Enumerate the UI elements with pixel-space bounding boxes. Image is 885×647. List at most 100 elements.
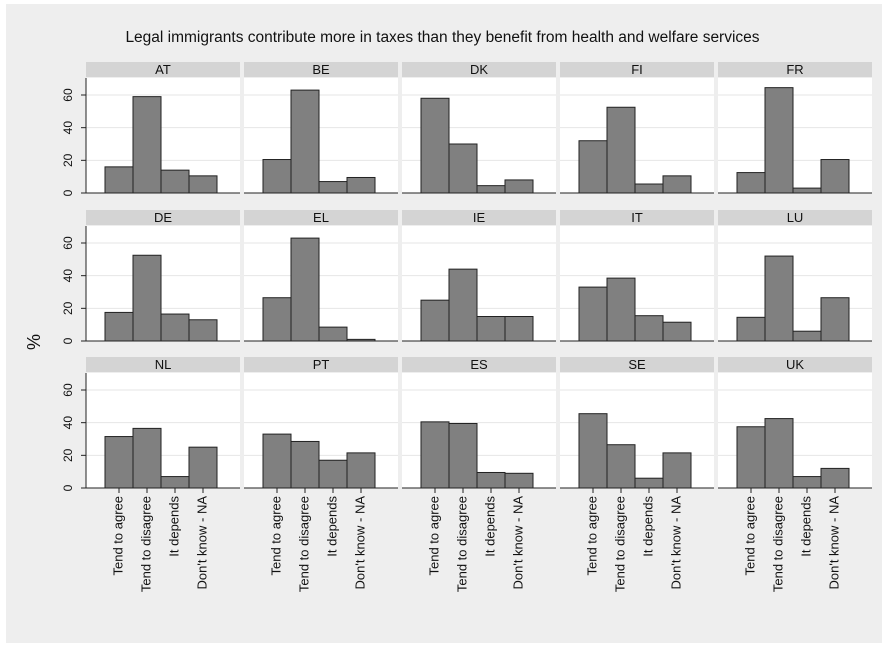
bar-LU-3: [820, 297, 850, 342]
panel-header-NL: [86, 357, 240, 372]
panel-label-SE: SE: [628, 357, 646, 372]
y-tick-label: 60: [61, 236, 75, 250]
bar-FI-1: [606, 106, 636, 194]
bar-NL-2: [160, 476, 190, 489]
panel-label-DK: DK: [470, 62, 488, 77]
bar-FI-0: [578, 140, 608, 194]
panel-header-SE: [560, 357, 714, 372]
bar-DK-0: [420, 97, 450, 194]
panel-header-BE: [244, 62, 398, 77]
panel-header-DE: [86, 210, 240, 225]
x-tick-label: Tend to agree: [110, 496, 125, 576]
x-tick-label: Tend to disagree: [296, 496, 311, 592]
x-tick-label: Tend to agree: [426, 496, 441, 576]
panel-label-FI: FI: [631, 62, 643, 77]
x-tick-label: It depends: [324, 496, 339, 557]
bar-IE-1: [448, 268, 478, 342]
panel-label-NL: NL: [155, 357, 172, 372]
bar-EL-1: [290, 237, 320, 342]
panel-header-DK: [402, 62, 556, 77]
y-tick-label: 40: [61, 121, 75, 135]
bar-UK-0: [736, 426, 766, 489]
x-tick-label: Don't know - NA: [826, 496, 841, 590]
bar-FR-3: [820, 159, 850, 194]
bar-DE-0: [104, 311, 134, 342]
x-tick-label: Tend to disagree: [770, 496, 785, 592]
bar-IT-3: [662, 321, 692, 342]
bar-UK-3: [820, 467, 850, 489]
bar-PT-1: [290, 440, 320, 489]
y-tick-label: 20: [61, 153, 75, 167]
x-tick-label: Tend to agree: [742, 496, 757, 576]
x-tick-label: Don't know - NA: [510, 496, 525, 590]
y-tick-label: 0: [61, 484, 75, 491]
bar-NL-1: [132, 427, 162, 489]
x-tick-label: Don't know - NA: [352, 496, 367, 590]
bar-AT-1: [132, 96, 162, 194]
x-tick-label: Tend to disagree: [454, 496, 469, 592]
bar-BE-0: [262, 159, 292, 194]
panel-header-FR: [718, 62, 872, 77]
bar-DE-1: [132, 254, 162, 342]
panel-label-BE: BE: [312, 62, 330, 77]
panel-header-IE: [402, 210, 556, 225]
bar-DE-3: [188, 319, 218, 342]
bar-AT-0: [104, 166, 134, 194]
bar-EL-0: [262, 297, 292, 342]
bar-IT-0: [578, 286, 608, 342]
bar-FR-0: [736, 172, 766, 194]
panel-label-AT: AT: [155, 62, 171, 77]
panel-label-ES: ES: [470, 357, 488, 372]
panel-label-LU: LU: [787, 210, 804, 225]
panel-label-PT: PT: [313, 357, 330, 372]
bar-FR-2: [792, 187, 822, 194]
bar-BE-1: [290, 89, 320, 194]
panel-header-AT: [86, 62, 240, 77]
panel-label-IT: IT: [631, 210, 643, 225]
x-tick-label: It depends: [166, 496, 181, 557]
bar-SE-1: [606, 444, 636, 489]
bar-FR-1: [764, 87, 794, 194]
x-tick-label: Don't know - NA: [194, 496, 209, 590]
y-axis-label: %: [24, 334, 44, 350]
y-tick-label: 60: [61, 88, 75, 102]
bar-IE-0: [420, 299, 450, 342]
y-tick-label: 40: [61, 269, 75, 283]
y-tick-label: 0: [61, 189, 75, 196]
x-tick-label: It depends: [798, 496, 813, 557]
x-tick-label: Tend to disagree: [612, 496, 627, 592]
y-tick-label: 20: [61, 301, 75, 315]
bar-IE-3: [504, 316, 534, 342]
bar-IE-2: [476, 316, 506, 342]
panel-label-IE: IE: [473, 210, 486, 225]
panel-header-ES: [402, 357, 556, 372]
bar-IT-2: [634, 315, 664, 342]
y-tick-label: 40: [61, 416, 75, 430]
panel-header-IT: [560, 210, 714, 225]
bar-ES-2: [476, 471, 506, 489]
bar-FI-2: [634, 183, 664, 194]
y-tick-label: 0: [61, 337, 75, 344]
bar-NL-3: [188, 446, 218, 489]
bar-IT-1: [606, 277, 636, 342]
panel-label-FR: FR: [786, 62, 803, 77]
panel-label-DE: DE: [154, 210, 172, 225]
x-tick-label: Tend to disagree: [138, 496, 153, 592]
bar-PT-3: [346, 452, 376, 489]
panel-label-EL: EL: [313, 210, 329, 225]
panel-header-EL: [244, 210, 398, 225]
panel-header-FI: [560, 62, 714, 77]
bar-BE-2: [318, 181, 348, 194]
panel-header-LU: [718, 210, 872, 225]
x-tick-label: Tend to agree: [584, 496, 599, 576]
bar-DK-2: [476, 185, 506, 194]
x-tick-label: Tend to agree: [268, 496, 283, 576]
bar-DK-1: [448, 143, 478, 194]
bar-DK-3: [504, 179, 534, 194]
bar-NL-0: [104, 436, 134, 489]
bar-LU-1: [764, 255, 794, 342]
bar-UK-2: [792, 476, 822, 489]
bar-SE-3: [662, 452, 692, 489]
bar-EL-2: [318, 326, 348, 342]
